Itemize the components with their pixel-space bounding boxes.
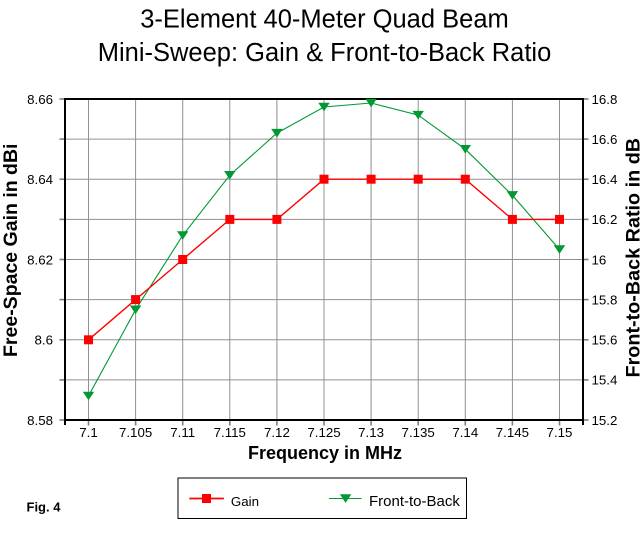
svg-text:7.145: 7.145 bbox=[496, 425, 529, 440]
svg-text:Mini-Sweep: Gain & Front-to-Ba: Mini-Sweep: Gain & Front-to-Back Ratio bbox=[98, 39, 552, 67]
svg-text:Free-Space Gain in dBi: Free-Space Gain in dBi bbox=[0, 144, 22, 357]
svg-text:7.125: 7.125 bbox=[307, 425, 340, 440]
svg-text:Front-to-Back: Front-to-Back bbox=[369, 493, 460, 510]
svg-text:7.15: 7.15 bbox=[547, 425, 573, 440]
svg-text:Gain: Gain bbox=[231, 494, 259, 509]
svg-text:15.4: 15.4 bbox=[592, 373, 618, 388]
svg-text:7.11: 7.11 bbox=[170, 425, 195, 440]
svg-text:8.6: 8.6 bbox=[35, 333, 54, 348]
svg-text:7.13: 7.13 bbox=[358, 425, 384, 440]
svg-text:15.6: 15.6 bbox=[592, 333, 618, 348]
svg-text:7.105: 7.105 bbox=[119, 425, 152, 440]
svg-text:8.66: 8.66 bbox=[27, 92, 53, 107]
svg-text:16.2: 16.2 bbox=[592, 212, 618, 227]
svg-text:15.2: 15.2 bbox=[592, 413, 618, 428]
svg-text:7.14: 7.14 bbox=[452, 425, 478, 440]
svg-text:8.64: 8.64 bbox=[27, 172, 53, 187]
svg-text:Fig. 4: Fig. 4 bbox=[27, 500, 62, 515]
svg-text:15.8: 15.8 bbox=[592, 292, 618, 307]
svg-text:7.12: 7.12 bbox=[264, 425, 290, 440]
svg-text:16.4: 16.4 bbox=[592, 172, 618, 187]
svg-text:8.58: 8.58 bbox=[27, 413, 53, 428]
svg-text:7.135: 7.135 bbox=[402, 425, 435, 440]
svg-text:3-Element 40-Meter Quad Beam: 3-Element 40-Meter Quad Beam bbox=[140, 6, 509, 34]
svg-text:16: 16 bbox=[592, 252, 607, 267]
svg-text:7.115: 7.115 bbox=[214, 425, 246, 440]
svg-text:Frequency in MHz: Frequency in MHz bbox=[248, 443, 402, 463]
svg-text:Front-to-Back Ratio in dB: Front-to-Back Ratio in dB bbox=[623, 138, 644, 378]
svg-text:16.6: 16.6 bbox=[592, 132, 618, 147]
svg-text:8.62: 8.62 bbox=[27, 252, 53, 267]
svg-text:7.1: 7.1 bbox=[79, 425, 98, 440]
svg-text:16.8: 16.8 bbox=[592, 92, 618, 107]
